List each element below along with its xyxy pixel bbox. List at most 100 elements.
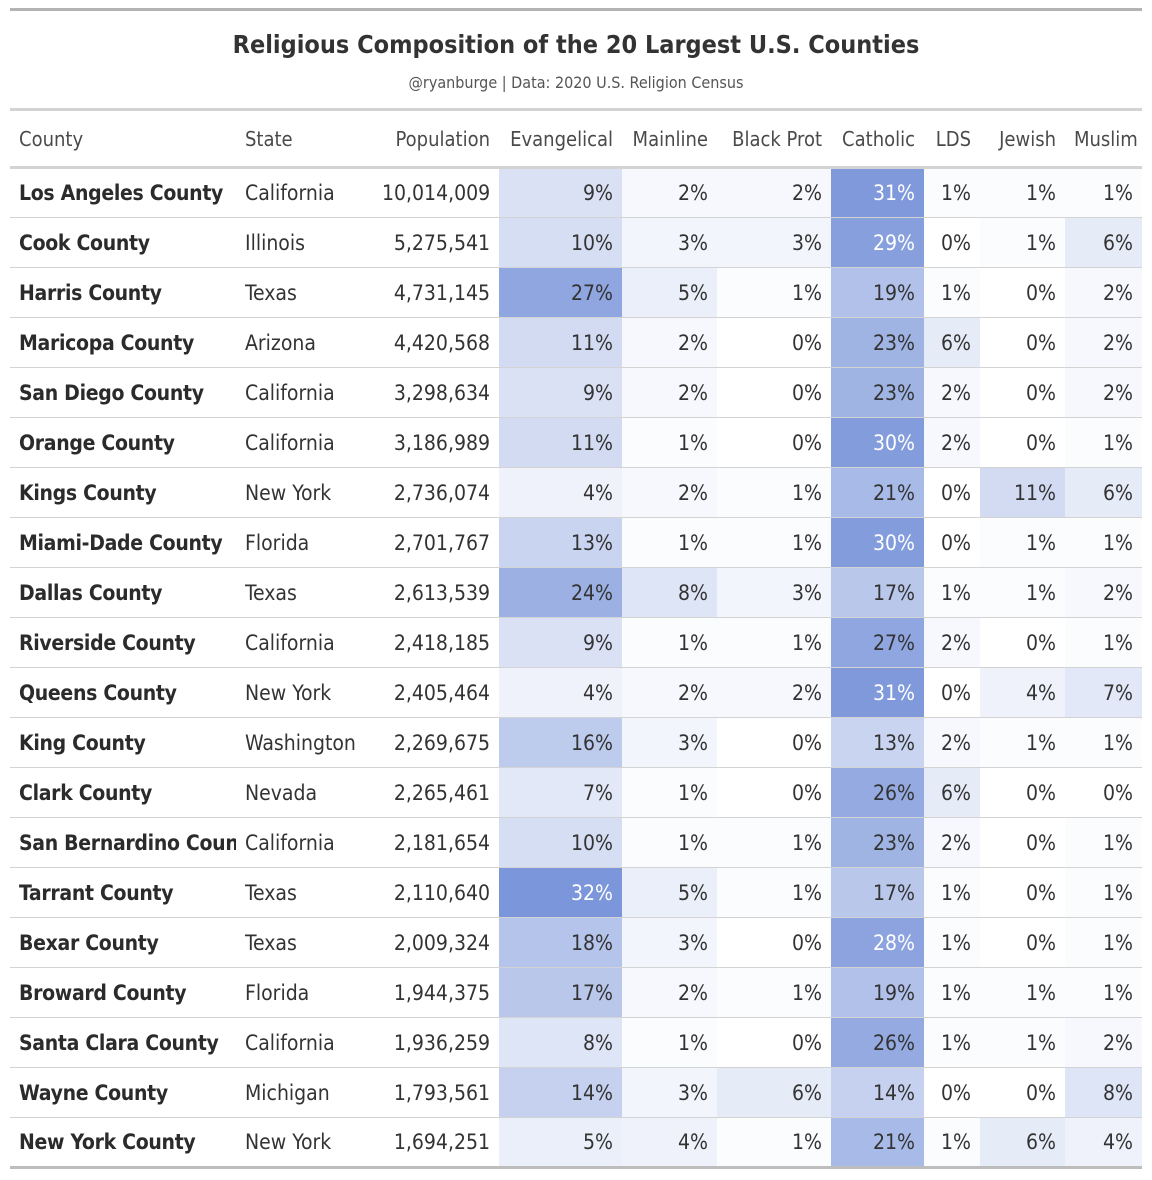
cell-state: California bbox=[245, 380, 335, 405]
cell-population: 2,701,767 bbox=[393, 530, 490, 555]
cell-county: Tarrant County bbox=[19, 880, 174, 905]
cell-jewish: 1% bbox=[980, 1017, 1065, 1068]
cell-county: King County bbox=[19, 730, 146, 755]
cell-black-prot: 2% bbox=[717, 667, 831, 718]
cell-jewish: 1% bbox=[980, 217, 1065, 268]
header-row: County State Population Evangelical Mainline… bbox=[10, 109, 1142, 168]
cell-county: Orange County bbox=[19, 430, 175, 455]
table-row: Kings County New York 2,736,074 4% 2% 1% 21% 0%… bbox=[10, 467, 1142, 518]
cell-muslim: 1% bbox=[1065, 867, 1142, 918]
cell-catholic: 21% bbox=[831, 1117, 924, 1168]
cell-muslim: 1% bbox=[1065, 517, 1142, 568]
chart-subtitle: @ryanburge | Data: 2020 U.S. Religion Ce… bbox=[408, 73, 744, 92]
cell-muslim: 4% bbox=[1065, 1117, 1142, 1168]
cell-muslim: 7% bbox=[1065, 667, 1142, 718]
cell-muslim: 1% bbox=[1065, 717, 1142, 768]
cell-muslim: 8% bbox=[1065, 1067, 1142, 1118]
cell-state: Texas bbox=[245, 280, 297, 305]
cell-jewish: 0% bbox=[980, 317, 1065, 368]
table-figure: Religious Composition of the 20 Largest … bbox=[10, 8, 1142, 1169]
cell-jewish: 11% bbox=[980, 467, 1065, 518]
cell-muslim: 6% bbox=[1065, 467, 1142, 518]
column-header-population: Population bbox=[395, 126, 490, 151]
cell-catholic: 31% bbox=[831, 167, 924, 218]
cell-black-prot: 1% bbox=[717, 267, 831, 318]
cell-evangelical: 18% bbox=[499, 917, 622, 968]
cell-county: Santa Clara County bbox=[19, 1030, 219, 1055]
table-row: Santa Clara County California 1,936,259 8% 1… bbox=[10, 1017, 1142, 1068]
cell-lds: 1% bbox=[924, 867, 980, 918]
cell-lds: 2% bbox=[924, 417, 980, 468]
cell-population: 2,110,640 bbox=[393, 880, 490, 905]
cell-catholic: 13% bbox=[831, 717, 924, 768]
cell-catholic: 17% bbox=[831, 567, 924, 618]
cell-lds: 1% bbox=[924, 1117, 980, 1168]
cell-catholic: 23% bbox=[831, 817, 924, 868]
cell-population: 3,298,634 bbox=[393, 380, 490, 405]
column-header-state: State bbox=[245, 126, 293, 151]
cell-population: 2,269,675 bbox=[393, 730, 490, 755]
cell-county: New York County bbox=[19, 1130, 196, 1154]
cell-county: Miami-Dade County bbox=[19, 530, 223, 555]
cell-county: Bexar County bbox=[19, 930, 159, 955]
cell-evangelical: 16% bbox=[499, 717, 622, 768]
table-row: Broward County Florida 1,944,375 17% 2% 1% 19%… bbox=[10, 967, 1142, 1018]
cell-mainline: 3% bbox=[622, 1067, 717, 1118]
cell-black-prot: 1% bbox=[717, 817, 831, 868]
cell-evangelical: 9% bbox=[499, 367, 622, 418]
cell-muslim: 1% bbox=[1065, 967, 1142, 1018]
cell-mainline: 1% bbox=[622, 817, 717, 868]
cell-lds: 0% bbox=[924, 517, 980, 568]
cell-state: California bbox=[245, 1030, 335, 1055]
cell-black-prot: 2% bbox=[717, 167, 831, 218]
cell-muslim: 1% bbox=[1065, 417, 1142, 468]
cell-state: Florida bbox=[245, 980, 310, 1005]
cell-jewish: 1% bbox=[980, 717, 1065, 768]
cell-mainline: 3% bbox=[622, 917, 717, 968]
cell-state: Texas bbox=[245, 580, 297, 605]
table-body: Los Angeles County California 10,014,009 9%… bbox=[10, 167, 1142, 1168]
column-header-jewish: Jewish bbox=[999, 126, 1056, 151]
table-row: Maricopa County Arizona 4,420,568 11% 2% 0% 23… bbox=[10, 317, 1142, 368]
cell-catholic: 19% bbox=[831, 967, 924, 1018]
cell-population: 2,418,185 bbox=[393, 630, 490, 655]
cell-jewish: 0% bbox=[980, 617, 1065, 668]
cell-mainline: 8% bbox=[622, 567, 717, 618]
cell-state: Illinois bbox=[245, 230, 305, 255]
column-header-black-prot: Black Prot bbox=[732, 126, 822, 151]
cell-jewish: 4% bbox=[980, 667, 1065, 718]
column-header-lds: LDS bbox=[935, 126, 971, 151]
cell-catholic: 29% bbox=[831, 217, 924, 268]
cell-state: Texas bbox=[245, 880, 297, 905]
cell-mainline: 2% bbox=[622, 667, 717, 718]
cell-evangelical: 9% bbox=[499, 167, 622, 218]
table-row: Wayne County Michigan 1,793,561 14% 3% 6% 14% 0… bbox=[10, 1067, 1142, 1118]
cell-state: Washington bbox=[245, 730, 356, 755]
cell-black-prot: 1% bbox=[717, 867, 831, 918]
cell-black-prot: 0% bbox=[717, 767, 831, 818]
cell-muslim: 2% bbox=[1065, 267, 1142, 318]
cell-state: California bbox=[245, 830, 335, 855]
cell-muslim: 2% bbox=[1065, 567, 1142, 618]
cell-lds: 1% bbox=[924, 167, 980, 218]
cell-catholic: 19% bbox=[831, 267, 924, 318]
table-row: San Bernardino County California 2,181,654… bbox=[10, 817, 1142, 868]
cell-mainline: 2% bbox=[622, 367, 717, 418]
cell-lds: 1% bbox=[924, 967, 980, 1018]
cell-state: Florida bbox=[245, 530, 310, 555]
cell-state: New York bbox=[245, 480, 332, 505]
cell-evangelical: 4% bbox=[499, 467, 622, 518]
table-row: Queens County New York 2,405,464 4% 2% 2% 31% 0… bbox=[10, 667, 1142, 718]
cell-population: 5,275,541 bbox=[393, 230, 490, 255]
cell-black-prot: 0% bbox=[717, 317, 831, 368]
cell-county: Harris County bbox=[19, 280, 162, 305]
table-row: New York County New York 1,694,251 5% 4% 1% 21… bbox=[10, 1117, 1142, 1168]
table-row: Clark County Nevada 2,265,461 7% 1% 0% 26% 6% 0%… bbox=[10, 767, 1142, 818]
cell-black-prot: 0% bbox=[717, 417, 831, 468]
cell-evangelical: 4% bbox=[499, 667, 622, 718]
cell-jewish: 6% bbox=[980, 1117, 1065, 1168]
cell-lds: 2% bbox=[924, 617, 980, 668]
religion-table: County State Population Evangelical Mainline… bbox=[10, 108, 1142, 1169]
cell-state: Arizona bbox=[245, 330, 316, 355]
cell-jewish: 0% bbox=[980, 1067, 1065, 1118]
